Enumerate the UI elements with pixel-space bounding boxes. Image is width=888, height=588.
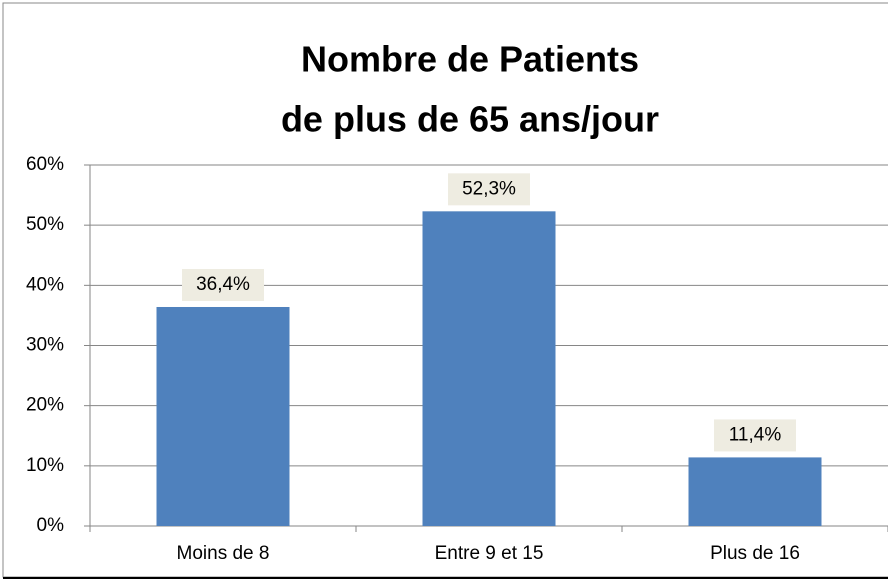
bar xyxy=(156,306,290,526)
y-tick-label: 50% xyxy=(26,214,64,235)
data-label-bg xyxy=(182,268,264,301)
data-label-bg xyxy=(448,173,530,206)
y-tick-label: 0% xyxy=(37,515,65,536)
y-tick-label: 60% xyxy=(26,154,64,175)
data-label: 52,3% xyxy=(462,178,516,199)
x-tick-label: Entre 9 et 15 xyxy=(435,543,544,564)
y-tick-label: 30% xyxy=(26,335,64,356)
data-label: 11,4% xyxy=(729,424,782,445)
data-label-bg xyxy=(714,419,796,452)
x-tick-label: Plus de 16 xyxy=(710,543,800,564)
y-tick-label: 10% xyxy=(26,455,64,476)
bar xyxy=(688,457,822,526)
y-tick-label: 20% xyxy=(26,395,64,416)
data-label: 36,4% xyxy=(196,274,250,295)
chart-title: de plus de 65 ans/jour xyxy=(281,99,659,140)
y-tick-label: 40% xyxy=(26,274,64,295)
chart-title: Nombre de Patients xyxy=(301,39,639,80)
bar xyxy=(422,211,556,526)
x-tick-label: Moins de 8 xyxy=(177,543,270,564)
